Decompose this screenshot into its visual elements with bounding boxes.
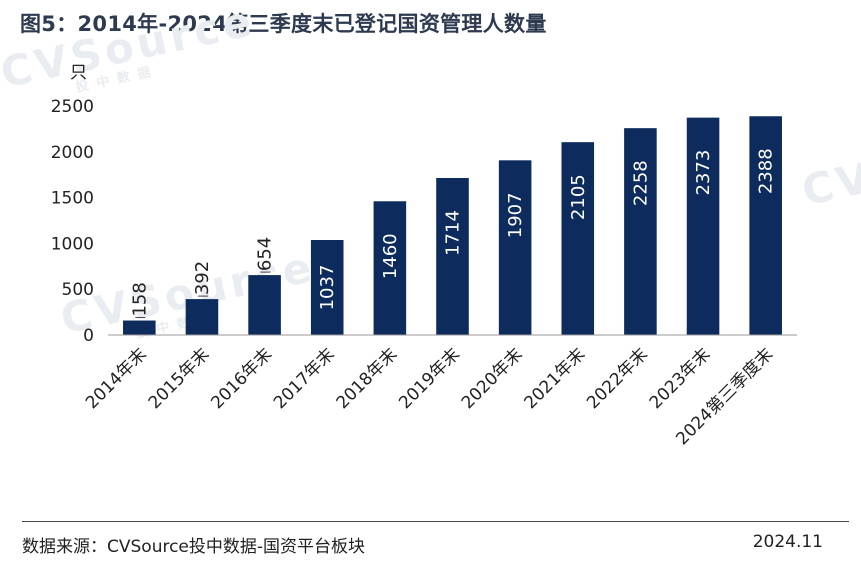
bar-value-label: 1907 [505, 192, 526, 238]
chart-title: 图5：2014年-2024第三季度末已登记国资管理人数量 [20, 12, 547, 36]
bar-value-label: 2258 [630, 160, 651, 206]
bar [310, 240, 344, 335]
x-tick-label: 2020年末 [458, 344, 527, 413]
bars: 158 392 654 1037 1460 1714 1907 2105 2258 2373 238… [123, 116, 782, 335]
bar [686, 117, 720, 335]
x-tick-label: 2022年末 [583, 344, 652, 413]
publish-date: 2024.11 [752, 532, 823, 552]
bar [248, 275, 281, 335]
x-tick-label: 2019年末 [395, 344, 464, 413]
x-tick-label: 2015年末 [145, 344, 214, 413]
x-tick-label: 2021年末 [521, 344, 590, 413]
bar [561, 142, 595, 335]
bar-value-label: 654 [255, 237, 276, 271]
bar-value-label: 2373 [693, 150, 714, 196]
bar-value-label: 1037 [317, 265, 338, 311]
bar [185, 299, 219, 335]
y-tick-label: 2000 [51, 143, 94, 163]
bar [436, 177, 469, 335]
y-axis: 0 500 1000 1500 2000 2500 [51, 97, 94, 346]
bar-value-label: 158 [129, 282, 150, 316]
bar [498, 160, 532, 335]
bar [749, 116, 782, 335]
data-source: 数据来源：CVSource投中数据-国资平台板块 [22, 537, 366, 557]
x-tick-label: 2016年末 [207, 344, 276, 413]
y-axis-unit-label: 只 [70, 63, 87, 83]
x-tick-label: 2017年末 [270, 344, 339, 413]
bar-value-label: 2105 [568, 174, 589, 220]
bar-chart: 只 0 500 1000 1500 2000 2500 158 392 654 1037 1460… [51, 63, 797, 449]
y-tick-label: 500 [62, 280, 94, 300]
y-tick-label: 1500 [51, 189, 94, 209]
bar [123, 320, 156, 335]
bar-value-label: 2388 [756, 148, 777, 194]
bar-value-label: 1714 [443, 210, 464, 256]
bar [624, 128, 657, 335]
x-tick-label: 2014年末 [82, 344, 151, 413]
y-tick-label: 1000 [51, 234, 94, 254]
y-tick-label: 2500 [51, 97, 94, 117]
bar [373, 201, 407, 335]
bar-value-label: 392 [192, 261, 213, 295]
footer-divider [22, 521, 849, 522]
y-tick-label: 0 [83, 326, 94, 346]
x-tick-label: 2018年末 [333, 344, 402, 413]
bar-value-label: 1460 [380, 233, 401, 279]
x-axis: 2014年末2015年末2016年末2017年末2018年末2019年末2020… [82, 344, 777, 449]
